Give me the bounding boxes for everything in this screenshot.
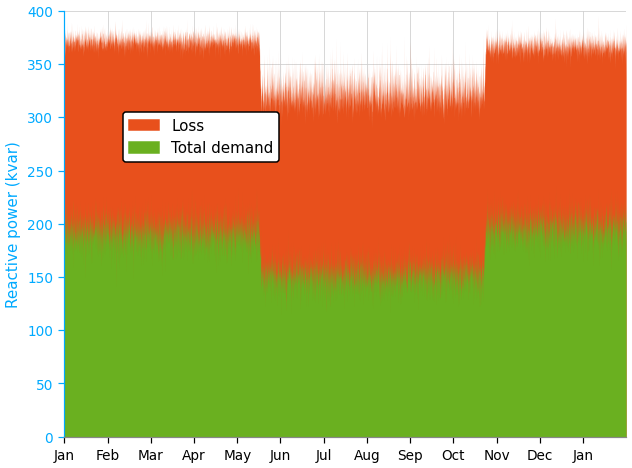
Y-axis label: Reactive power (kvar): Reactive power (kvar) xyxy=(6,141,21,307)
Legend: Loss, Total demand: Loss, Total demand xyxy=(123,113,279,162)
